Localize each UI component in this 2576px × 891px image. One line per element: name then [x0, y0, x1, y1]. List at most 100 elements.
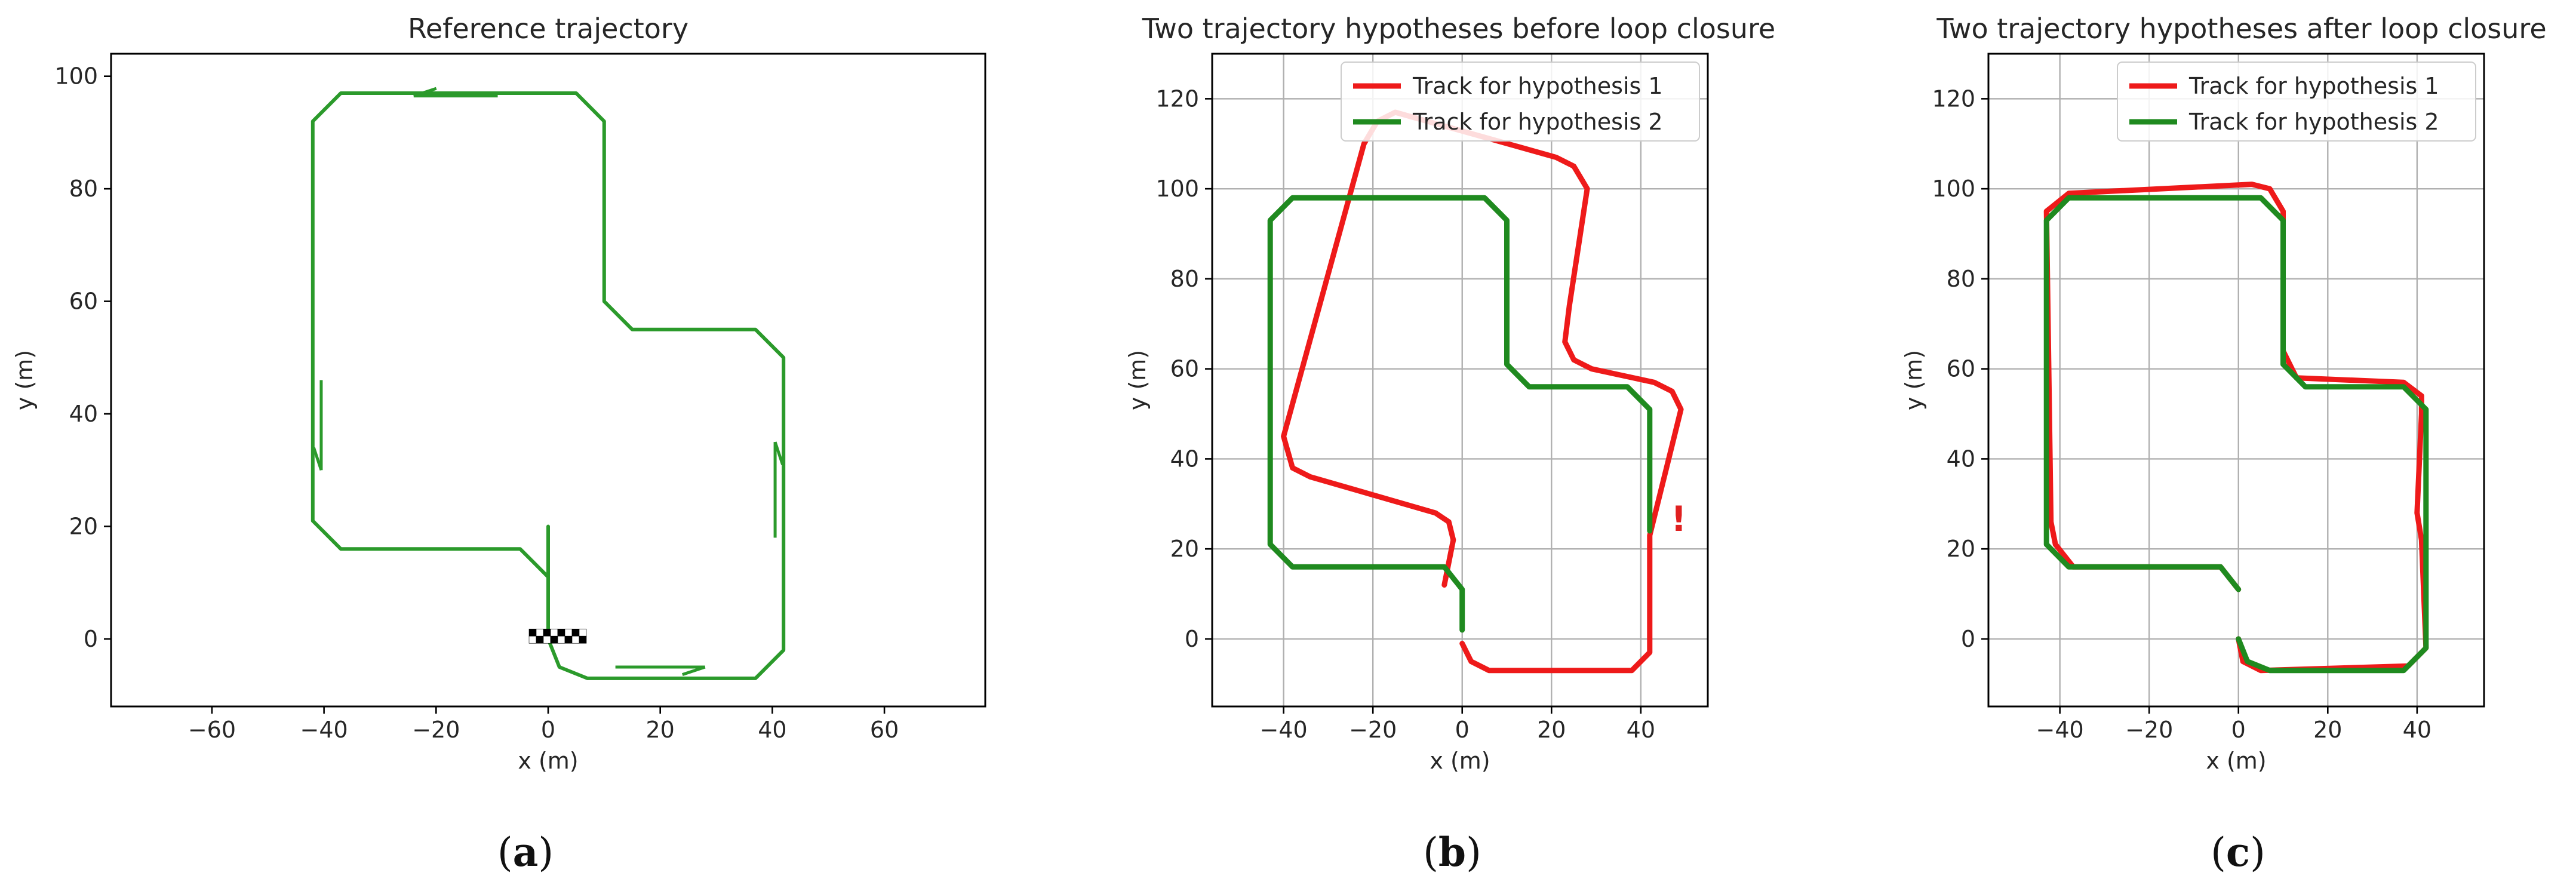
panel-c-ytick-label-80: 80 — [1947, 266, 1975, 292]
panel-a-finish-cell-0-6 — [571, 628, 580, 637]
panel-a-finish-cell-1-7 — [579, 635, 587, 644]
panel-a-ticks: −60 −40 −20 0 20 40 60 0 20 40 60 80 100 — [54, 63, 899, 743]
panel-b-xtick-label-0: 0 — [1455, 717, 1470, 743]
panel-a-ylabel: y (m) — [11, 350, 38, 410]
panel-c-ytick-label-100: 100 — [1932, 176, 1975, 202]
panel-b-ytick-label-40: 40 — [1170, 446, 1199, 472]
panel-a-finish-flag — [528, 628, 587, 644]
panel-c-legend-label-1: Track for hypothesis 1 — [2188, 73, 2439, 99]
panel-a-xtick-label-0: 0 — [541, 717, 555, 743]
panel-b-legend: Track for hypothesis 1 Track for hypothes… — [1341, 62, 1700, 142]
panel-a-finish-cell-0-7 — [579, 628, 587, 637]
panel-a-finish-cell-1-2 — [543, 635, 551, 644]
panel-c-ticks: −40 −20 0 20 40 0 20 40 60 80 100 120 — [1932, 85, 2431, 743]
panel-a-ytick-label-80: 80 — [69, 176, 98, 202]
panel-a-title: Reference trajectory — [408, 13, 688, 45]
panel-a-finish-cell-1-5 — [564, 635, 573, 644]
panel-c-ytick-label-20: 20 — [1947, 536, 1975, 562]
panel-b-ytick-label-60: 60 — [1170, 356, 1199, 382]
panel-a-series-1-line — [311, 91, 786, 680]
panel-c-ytick-label-0: 0 — [1961, 626, 1975, 652]
panel-c-ytick-label-60: 60 — [1947, 356, 1975, 382]
panel-b-ytick-label-100: 100 — [1155, 176, 1199, 202]
panel-b-grid — [1212, 54, 1708, 706]
panel-b-data — [1267, 109, 1684, 674]
panel-a-finish-cell-0-2 — [543, 628, 551, 637]
panel-a-direction-arrowhead-1 — [413, 87, 437, 98]
panel-c-ytick-label-120: 120 — [1932, 85, 1975, 112]
panel-b-xtick-label-40: 40 — [1627, 717, 1655, 743]
panel-b-frame — [1211, 53, 1709, 708]
panel-a-finish-cell-0-3 — [550, 628, 558, 637]
panel-c-ytick-label-40: 40 — [1947, 446, 1975, 472]
panel-a-finish-cell-1-4 — [557, 635, 565, 644]
panel-a-xtick-label--60: −60 — [188, 717, 236, 743]
panel-a-caption: (a) — [497, 829, 554, 875]
panel-c: Two trajectory hypotheses after loop clo… — [1901, 13, 2547, 875]
panel-a-xtick-label-40: 40 — [758, 717, 786, 743]
panel-a-finish-cell-0-4 — [557, 628, 565, 637]
panel-b-series-2-line — [1267, 195, 1653, 633]
panel-a-xtick-label--40: −40 — [300, 717, 348, 743]
panel-b-ytick-label-120: 120 — [1155, 85, 1199, 112]
panel-c-caption: (c) — [2211, 829, 2265, 875]
panel-b-annotation: ! — [1671, 499, 1686, 539]
panel-b-caption: (b) — [1423, 829, 1481, 875]
panel-b-xtick-label--20: −20 — [1349, 717, 1397, 743]
panel-b-xlabel: x (m) — [1430, 748, 1490, 774]
panel-c-ylabel: y (m) — [1901, 350, 1927, 410]
panel-a-finish-cell-0-1 — [536, 628, 544, 637]
panel-b-series-1-line — [1281, 109, 1684, 674]
panel-a-data — [311, 87, 786, 680]
panel-c-xtick-label--20: −20 — [2125, 717, 2173, 743]
panel-a-xtick-label-20: 20 — [646, 717, 675, 743]
panel-c-grid — [1988, 54, 2484, 706]
panel-c-legend-label-2: Track for hypothesis 2 — [2188, 109, 2439, 135]
panel-a: Reference trajectory −60 −40 −20 0 20 40 60 0 20… — [11, 13, 986, 875]
panel-c-xtick-label--40: −40 — [2036, 717, 2084, 743]
panel-c-series-2-line — [2043, 195, 2429, 674]
panel-b-xtick-label-20: 20 — [1537, 717, 1566, 743]
panel-a-xtick-label--20: −20 — [412, 717, 460, 743]
panel-a-ytick-label-20: 20 — [69, 513, 98, 539]
panel-a-ytick-label-0: 0 — [84, 626, 98, 652]
panel-a-caption-label: a — [513, 829, 539, 875]
panel-c-legend: Track for hypothesis 1 Track for hypothes… — [2117, 62, 2476, 142]
panel-c-title: Two trajectory hypotheses after loop clo… — [1936, 13, 2546, 45]
panel-a-finish-cell-1-6 — [571, 635, 580, 644]
panel-c-frame — [1987, 53, 2485, 708]
panel-a-finish-cell-1-0 — [528, 635, 537, 644]
panel-b-ticks: −40 −20 0 20 40 0 20 40 60 80 100 120 — [1155, 85, 1655, 743]
panel-a-finish-cell-0-0 — [528, 628, 537, 637]
panel-a-finish-cell-0-5 — [564, 628, 573, 637]
panel-b-ytick-label-0: 0 — [1185, 626, 1199, 652]
panel-b-xtick-label--40: −40 — [1260, 717, 1308, 743]
panel-c-xlabel: x (m) — [2206, 748, 2266, 774]
panel-a-xtick-label-60: 60 — [870, 717, 899, 743]
panel-b-legend-label-1: Track for hypothesis 1 — [1412, 73, 1663, 99]
panel-b-legend-label-2: Track for hypothesis 2 — [1412, 109, 1663, 135]
panel-b: Two trajectory hypotheses before loop cl… — [1124, 13, 1775, 875]
panel-b-ylabel: y (m) — [1124, 350, 1151, 410]
panel-c-data — [2043, 182, 2429, 674]
panel-c-caption-label: c — [2226, 829, 2250, 875]
panel-a-direction-arrowhead-4 — [773, 441, 785, 465]
panel-b-ytick-label-20: 20 — [1170, 536, 1199, 562]
panel-a-xlabel: x (m) — [518, 748, 578, 774]
panel-a-ytick-label-100: 100 — [54, 63, 98, 90]
panel-a-direction-arrowhead-2 — [312, 447, 323, 471]
panel-c-xtick-label-40: 40 — [2403, 717, 2431, 743]
panel-a-finish-cell-1-3 — [550, 635, 558, 644]
panel-a-ytick-label-60: 60 — [69, 288, 98, 315]
panel-c-series-1-line — [2043, 182, 2429, 674]
panel-b-legend-box — [1341, 62, 1700, 142]
panel-a-ytick-label-40: 40 — [69, 401, 98, 427]
panel-c-xtick-label-20: 20 — [2313, 717, 2342, 743]
panel-c-legend-box — [2117, 62, 2476, 142]
panel-b-caption-label: b — [1438, 829, 1466, 875]
panel-a-finish-cell-1-1 — [536, 635, 544, 644]
panel-b-ytick-label-80: 80 — [1170, 266, 1199, 292]
panel-b-title: Two trajectory hypotheses before loop cl… — [1142, 13, 1775, 45]
panel-a-direction-arrowhead-3 — [682, 665, 706, 676]
